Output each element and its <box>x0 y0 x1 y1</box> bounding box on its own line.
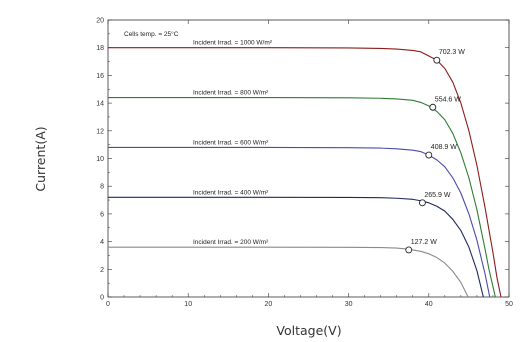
mpp-marker-0 <box>433 56 441 64</box>
y-tick-label: 14 <box>96 101 104 108</box>
mpp-label-0: 702.3 W <box>439 49 465 56</box>
mpp-label-3: 265.9 W <box>424 192 450 199</box>
series-label-3: Incident Irrad. = 400 W/m² <box>193 189 269 196</box>
x-tick-label: 10 <box>184 301 192 308</box>
y-tick-label: 6 <box>100 211 104 218</box>
mpp-marker-1 <box>429 103 437 111</box>
mpp-marker-4 <box>405 246 413 254</box>
series-label-4: Incident Irrad. = 200 W/m² <box>193 239 269 246</box>
x-tick-label: 20 <box>265 301 273 308</box>
mpp-label-4: 127.2 W <box>411 239 437 246</box>
series-label-0: Incident Irrad. = 1000 W/m² <box>193 40 273 47</box>
y-tick-label: 4 <box>100 239 104 246</box>
series-label-1: Incident Irrad. = 800 W/m² <box>193 90 269 97</box>
y-tick-label: 16 <box>96 73 104 80</box>
y-tick-label: 18 <box>96 45 104 52</box>
mpp-label-1: 554.6 W <box>435 96 461 103</box>
x-axis-title: Voltage(V) <box>276 323 341 338</box>
series-label-2: Incident Irrad. = 600 W/m² <box>193 139 269 146</box>
y-axis-title: Current(A) <box>33 126 48 191</box>
y-tick-label: 0 <box>100 295 104 302</box>
x-tick-label: 30 <box>345 301 353 308</box>
series-line-0 <box>108 47 502 298</box>
y-tick-label: 2 <box>100 267 104 274</box>
mpp-label-2: 408.9 W <box>431 144 457 151</box>
x-tick-label: 50 <box>505 301 513 308</box>
mpp-marker-3 <box>418 199 426 207</box>
plot-frame <box>107 19 510 298</box>
mpp-marker-2 <box>425 151 433 159</box>
cells-temp-annotation: Cells temp. = 25°C <box>124 30 179 38</box>
series-line-2 <box>108 146 491 298</box>
x-tick-label: 40 <box>425 301 433 308</box>
plot-area: 0 10 20 30 40 50 0 2 4 6 8 10 12 14 16 18 20 Cells temp. … <box>96 18 513 309</box>
x-tick-label: 0 <box>106 301 110 308</box>
y-tick-label: 20 <box>96 18 104 25</box>
y-tick-label: 12 <box>96 128 104 135</box>
series-line-4 <box>108 246 469 298</box>
y-tick-label: 10 <box>96 156 104 163</box>
y-tick-label: 8 <box>100 184 104 191</box>
